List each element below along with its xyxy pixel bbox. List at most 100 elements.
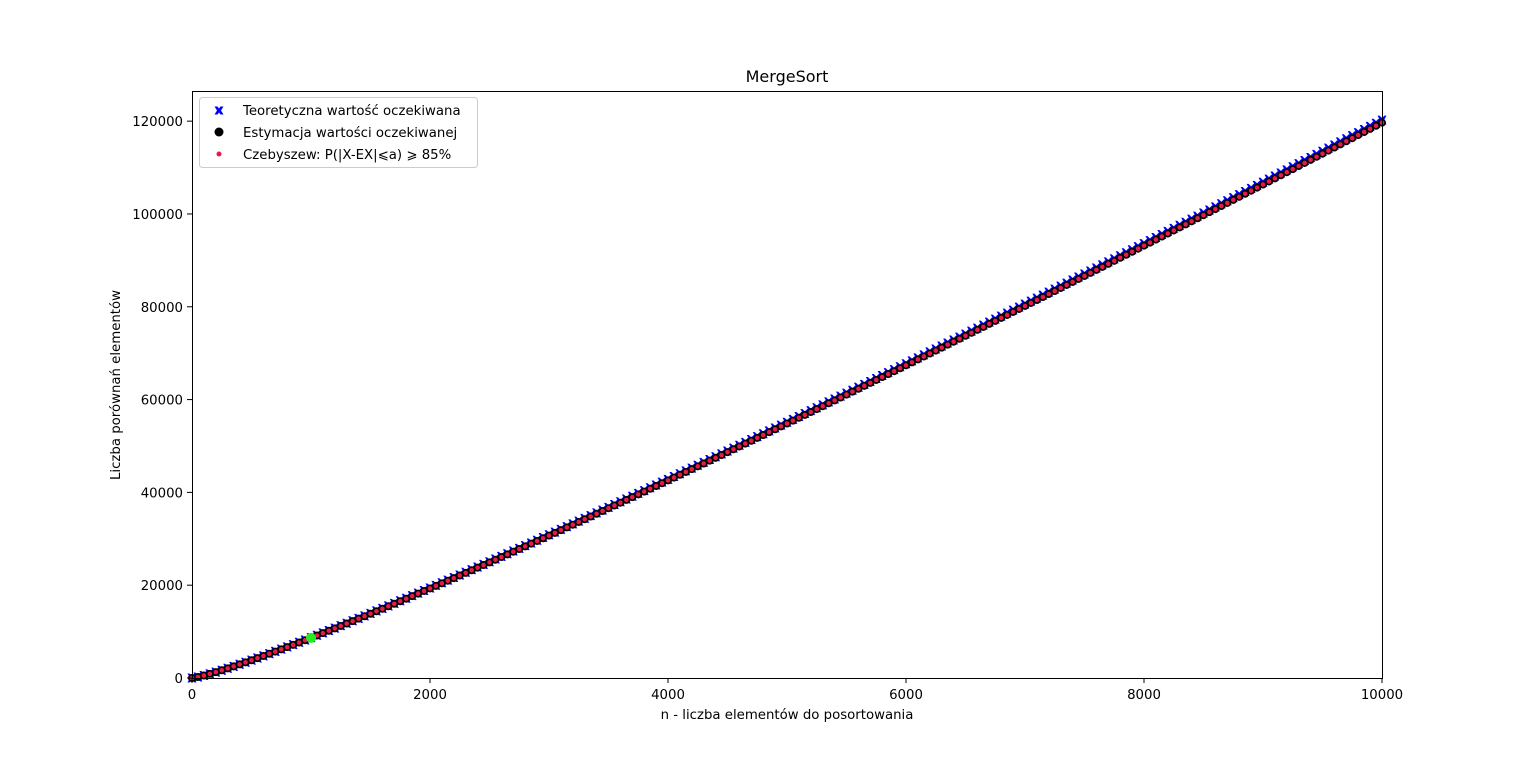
chebyshev-point — [386, 603, 391, 609]
chebyshev-point — [374, 608, 379, 614]
chebyshev-point — [326, 628, 332, 634]
y-tick-label: 20000 — [141, 579, 183, 594]
chebyshev-point — [1302, 160, 1307, 166]
chebyshev-point — [1046, 291, 1052, 297]
chebyshev-point — [1361, 129, 1367, 135]
chebyshev-point — [612, 503, 617, 508]
chebyshev-point — [594, 511, 599, 517]
chebyshev-point — [707, 458, 712, 463]
chebyshev-point — [868, 380, 873, 386]
chebyshev-point — [975, 327, 980, 333]
chebyshev-point — [808, 409, 814, 415]
chebyshev-point — [903, 363, 909, 368]
chebyshev-point — [618, 500, 623, 505]
chebyshev-point — [350, 618, 355, 624]
chebyshev-point — [1159, 234, 1165, 239]
chebyshev-point — [1296, 163, 1301, 169]
chebyshev-point — [368, 611, 373, 617]
chebyshev-point — [249, 657, 254, 663]
y-tick-label: 60000 — [141, 394, 183, 409]
chebyshev-point — [362, 613, 367, 619]
chebyshev-point — [784, 421, 790, 426]
chebyshev-point — [463, 570, 469, 576]
chebyshev-point — [225, 666, 230, 671]
chebyshev-point — [332, 626, 338, 631]
chebyshev-point — [1326, 148, 1331, 153]
chebyshev-point — [814, 406, 820, 412]
legend-label-theoretical: Teoretyczna wartość oczekiwana — [242, 103, 461, 119]
y-tick-label: 40000 — [141, 486, 183, 501]
x-tick-label: 10000 — [1361, 688, 1403, 703]
chebyshev-point — [987, 321, 992, 327]
chebyshev-point — [1260, 182, 1266, 187]
chebyshev-point — [570, 522, 576, 528]
chebyshev-point — [1284, 169, 1290, 175]
chebyshev-point — [695, 464, 701, 469]
chebyshev-point — [505, 552, 510, 557]
chebyshev-point — [624, 497, 629, 503]
chebyshev-point — [671, 475, 677, 480]
chebyshev-point — [1266, 179, 1272, 184]
chebyshev-point — [290, 642, 296, 648]
chebyshev-point — [1034, 297, 1040, 303]
y-tick-label: 0 — [175, 672, 183, 687]
marks-layer — [187, 115, 1387, 683]
chebyshev-point — [630, 494, 635, 500]
chebyshev-point — [475, 565, 480, 570]
chebyshev-point — [766, 429, 772, 435]
chebyshev-point — [564, 525, 570, 530]
chebyshev-point — [731, 447, 736, 452]
chebyshev-point — [540, 535, 546, 541]
chebyshev-point — [338, 623, 344, 629]
chebyshev-point — [1106, 261, 1111, 267]
chebyshev-point — [600, 508, 605, 514]
chebyshev-point — [522, 544, 528, 549]
chebyshev-point — [772, 426, 778, 432]
chebyshev-point — [683, 469, 689, 475]
chebyshev-point — [392, 601, 397, 607]
plot-frame — [192, 91, 1383, 679]
chebyshev-point — [1135, 246, 1141, 252]
chebyshev-point — [1177, 225, 1182, 230]
chebyshev-point — [397, 598, 403, 604]
chebyshev-point — [838, 395, 843, 400]
chebyshev-point — [1332, 145, 1337, 150]
x-tick-label: 6000 — [889, 688, 923, 703]
chebyshev-point — [552, 530, 558, 536]
chebyshev-point — [457, 573, 463, 578]
chebyshev-point — [1338, 142, 1343, 147]
chebyshev-point — [850, 389, 855, 394]
chebyshev-point — [873, 377, 879, 383]
chebyshev-point — [1213, 206, 1218, 212]
legend-box — [199, 97, 478, 168]
x-tick-label: 2000 — [413, 688, 447, 703]
chebyshev-point — [1129, 249, 1135, 255]
chebyshev-point — [1230, 197, 1236, 203]
chebyshev-point — [1004, 312, 1010, 318]
chebyshev-point — [653, 483, 659, 489]
chebyshev-point — [1189, 219, 1194, 224]
chebyshev-point — [939, 345, 944, 350]
chebyshev-point — [778, 424, 784, 429]
chebyshev-point — [1171, 228, 1177, 233]
chebyshev-point — [1147, 240, 1153, 245]
x-tick-label: 0 — [188, 688, 196, 703]
chebyshev-point — [576, 519, 582, 525]
chebyshev-point — [820, 403, 825, 409]
chebyshev-point — [1195, 215, 1200, 221]
chebyshev-point — [415, 591, 421, 596]
chebyshev-point — [927, 351, 933, 356]
chebyshev-point — [1076, 276, 1081, 282]
chebyshev-point — [1100, 264, 1105, 270]
chebyshev-point — [1111, 258, 1117, 264]
chebyshev-point — [516, 546, 522, 552]
chebyshev-point — [427, 586, 433, 591]
x-tick-label: 4000 — [651, 688, 685, 703]
chebyshev-point — [1248, 188, 1254, 193]
chebyshev-point — [421, 588, 427, 594]
chebyshev-point — [588, 514, 593, 519]
chebyshev-point — [1236, 194, 1242, 200]
chebyshev-point — [1094, 267, 1099, 273]
chebyshev-point — [1201, 212, 1206, 218]
